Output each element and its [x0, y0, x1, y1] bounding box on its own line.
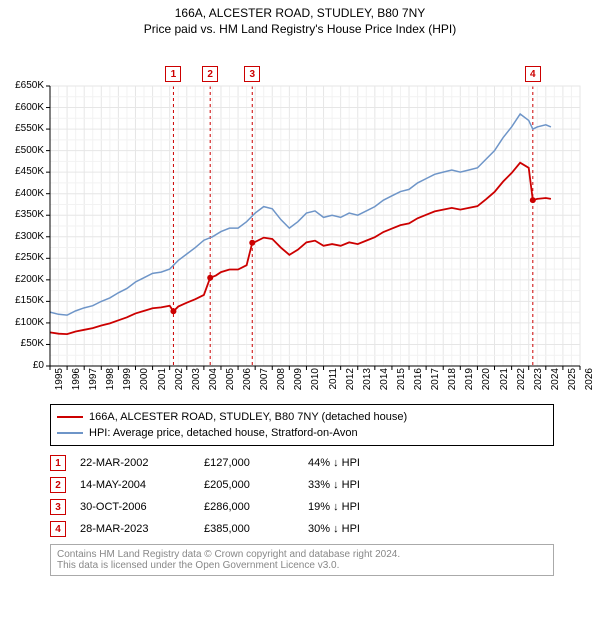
- x-tick-label: 2026: [584, 368, 595, 398]
- chart-area: £0 £50K £100K £150K £200K £250K £300K £350K £400…: [0, 36, 600, 396]
- y-tick-label: £250K: [2, 252, 44, 263]
- marker-date: 22-MAR-2002: [80, 457, 190, 469]
- x-tick-label: 2010: [310, 368, 321, 398]
- x-tick-label: 1997: [88, 368, 99, 398]
- x-tick-label: 2000: [139, 368, 150, 398]
- x-tick-label: 2020: [481, 368, 492, 398]
- x-tick-label: 2007: [259, 368, 270, 398]
- x-tick-label: 2024: [550, 368, 561, 398]
- marker-table-row: 3 30-OCT-2006 £286,000 19% ↓ HPI: [50, 496, 550, 518]
- y-tick-label: £400K: [2, 188, 44, 199]
- marker-price: £205,000: [204, 479, 294, 491]
- title-line-2: Price paid vs. HM Land Registry's House …: [0, 22, 600, 36]
- footer-line-2: This data is licensed under the Open Gov…: [57, 560, 547, 571]
- x-tick-label: 2018: [447, 368, 458, 398]
- chart-container: 166A, ALCESTER ROAD, STUDLEY, B80 7NY Pr…: [0, 0, 600, 576]
- legend-row: 166A, ALCESTER ROAD, STUDLEY, B80 7NY (d…: [57, 409, 547, 425]
- y-tick-label: £550K: [2, 123, 44, 134]
- footer-attribution: Contains HM Land Registry data © Crown c…: [50, 544, 554, 576]
- marker-index-box: 3: [50, 499, 66, 515]
- x-tick-label: 2002: [174, 368, 185, 398]
- legend-row: HPI: Average price, detached house, Stra…: [57, 425, 547, 441]
- marker-delta: 44% ↓ HPI: [308, 457, 388, 469]
- title-line-1: 166A, ALCESTER ROAD, STUDLEY, B80 7NY: [0, 6, 600, 20]
- x-tick-label: 2013: [362, 368, 373, 398]
- x-tick-label: 2004: [208, 368, 219, 398]
- marker-table-row: 4 28-MAR-2023 £385,000 30% ↓ HPI: [50, 518, 550, 540]
- y-tick-label: £0: [2, 360, 44, 371]
- chart-svg: [0, 36, 600, 396]
- x-tick-label: 1995: [54, 368, 65, 398]
- y-tick-label: £350K: [2, 209, 44, 220]
- x-tick-label: 2017: [430, 368, 441, 398]
- y-tick-label: £500K: [2, 145, 44, 156]
- marker-label-box: 2: [202, 66, 218, 82]
- marker-label-box: 4: [525, 66, 541, 82]
- marker-label-box: 3: [244, 66, 260, 82]
- x-tick-label: 2003: [191, 368, 202, 398]
- marker-table: 1 22-MAR-2002 £127,000 44% ↓ HPI 2 14-MA…: [50, 452, 550, 540]
- marker-date: 14-MAY-2004: [80, 479, 190, 491]
- x-tick-label: 1996: [71, 368, 82, 398]
- x-tick-label: 1998: [105, 368, 116, 398]
- y-tick-label: £200K: [2, 274, 44, 285]
- marker-delta: 30% ↓ HPI: [308, 523, 388, 535]
- y-tick-label: £450K: [2, 166, 44, 177]
- y-tick-label: £650K: [2, 80, 44, 91]
- marker-label-box: 1: [165, 66, 181, 82]
- x-tick-label: 2012: [345, 368, 356, 398]
- x-tick-label: 2021: [499, 368, 510, 398]
- legend-label: 166A, ALCESTER ROAD, STUDLEY, B80 7NY (d…: [89, 411, 407, 423]
- y-tick-label: £50K: [2, 338, 44, 349]
- x-tick-label: 2023: [533, 368, 544, 398]
- marker-delta: 19% ↓ HPI: [308, 501, 388, 513]
- x-tick-label: 2022: [516, 368, 527, 398]
- marker-index-box: 2: [50, 477, 66, 493]
- x-tick-label: 2009: [293, 368, 304, 398]
- x-tick-label: 2025: [567, 368, 578, 398]
- legend: 166A, ALCESTER ROAD, STUDLEY, B80 7NY (d…: [50, 404, 554, 446]
- x-tick-label: 2006: [242, 368, 253, 398]
- marker-table-row: 1 22-MAR-2002 £127,000 44% ↓ HPI: [50, 452, 550, 474]
- x-tick-label: 1999: [122, 368, 133, 398]
- marker-price: £385,000: [204, 523, 294, 535]
- title-block: 166A, ALCESTER ROAD, STUDLEY, B80 7NY Pr…: [0, 0, 600, 36]
- marker-index-box: 4: [50, 521, 66, 537]
- x-tick-label: 2008: [276, 368, 287, 398]
- marker-delta: 33% ↓ HPI: [308, 479, 388, 491]
- marker-index-box: 1: [50, 455, 66, 471]
- marker-price: £286,000: [204, 501, 294, 513]
- x-tick-label: 2005: [225, 368, 236, 398]
- footer-line-1: Contains HM Land Registry data © Crown c…: [57, 549, 547, 560]
- marker-date: 28-MAR-2023: [80, 523, 190, 535]
- x-tick-label: 2019: [464, 368, 475, 398]
- legend-swatch: [57, 416, 83, 418]
- y-tick-label: £100K: [2, 317, 44, 328]
- marker-date: 30-OCT-2006: [80, 501, 190, 513]
- marker-table-row: 2 14-MAY-2004 £205,000 33% ↓ HPI: [50, 474, 550, 496]
- y-tick-label: £300K: [2, 231, 44, 242]
- legend-label: HPI: Average price, detached house, Stra…: [89, 427, 358, 439]
- x-tick-label: 2011: [328, 368, 339, 398]
- marker-price: £127,000: [204, 457, 294, 469]
- x-tick-label: 2014: [379, 368, 390, 398]
- legend-swatch: [57, 432, 83, 434]
- y-tick-label: £150K: [2, 295, 44, 306]
- x-tick-label: 2001: [157, 368, 168, 398]
- x-tick-label: 2016: [413, 368, 424, 398]
- x-tick-label: 2015: [396, 368, 407, 398]
- y-tick-label: £600K: [2, 102, 44, 113]
